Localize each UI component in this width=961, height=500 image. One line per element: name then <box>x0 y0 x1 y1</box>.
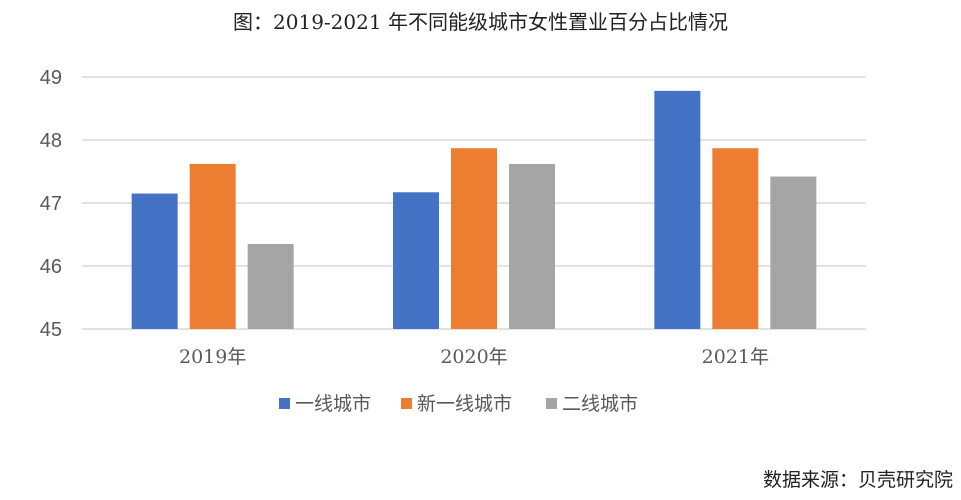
y-tick-label: 46 <box>40 256 62 278</box>
y-tick-label: 49 <box>40 67 62 89</box>
x-tick-label: 2020年 <box>440 346 507 368</box>
legend-swatch <box>401 398 412 409</box>
bar-1-3 <box>654 90 701 329</box>
legend-label: 一线城市 <box>295 393 371 415</box>
bars <box>131 90 817 329</box>
x-axis-labels: 2019年 2020年 2021年 <box>179 346 769 368</box>
bar-2-2 <box>451 148 497 329</box>
source-note: 数据来源：贝壳研究院 <box>762 469 953 491</box>
bar-3-2 <box>509 163 555 329</box>
bar-1-2 <box>393 192 439 329</box>
bar-1-1 <box>131 193 178 329</box>
y-tick-label: 48 <box>40 130 62 152</box>
legend-swatch <box>279 398 290 409</box>
legend-label: 新一线城市 <box>417 393 512 415</box>
legend-swatch <box>546 398 557 409</box>
legend: 一线城市 新一线城市 二线城市 <box>279 393 638 415</box>
x-tick-label: 2019年 <box>179 346 246 368</box>
bar-3-1 <box>247 243 294 329</box>
bar-2-3 <box>712 148 759 329</box>
chart-title: 图：2019-2021 年不同能级城市女性置业百分占比情况 <box>233 10 728 34</box>
x-tick-label: 2021年 <box>702 346 769 368</box>
y-tick-label: 45 <box>40 319 62 341</box>
y-axis-labels: 45 46 47 48 49 <box>40 67 62 341</box>
bar-2-1 <box>189 163 236 329</box>
y-tick-label: 47 <box>40 193 62 215</box>
bar-3-3 <box>770 176 817 329</box>
legend-label: 二线城市 <box>562 393 638 415</box>
